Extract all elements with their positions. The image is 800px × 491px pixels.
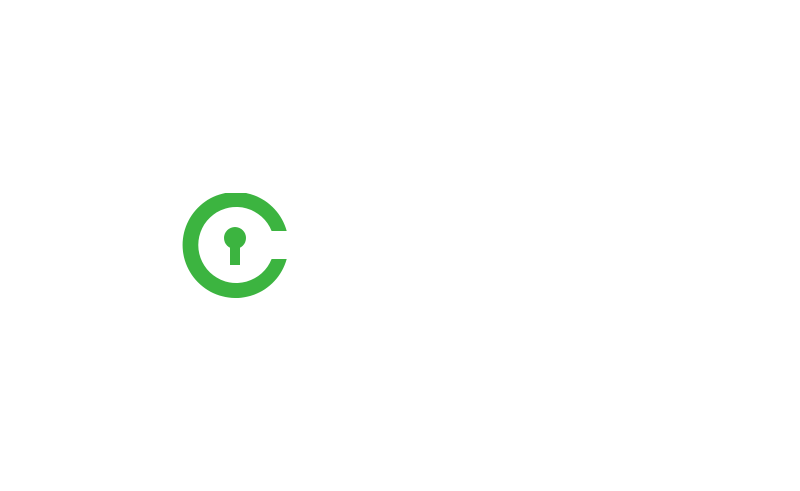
lock-c-logo-icon	[182, 193, 287, 298]
logo-ring	[182, 193, 287, 298]
keyhole-circle	[224, 227, 246, 249]
keyhole-stem	[230, 241, 240, 265]
